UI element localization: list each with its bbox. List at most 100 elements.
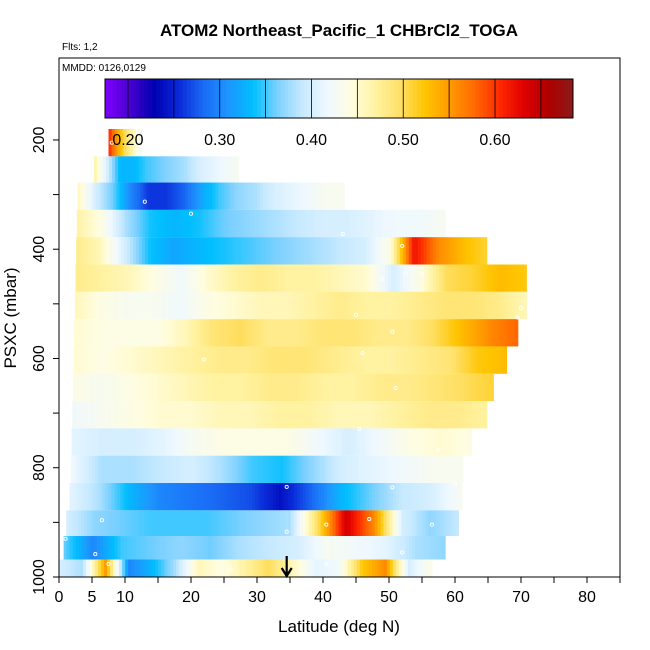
heatmap-cell <box>276 401 281 429</box>
heatmap-cell <box>135 129 140 157</box>
heatmap-cell <box>281 510 286 537</box>
heatmap-cell <box>401 559 406 577</box>
heatmap-cell <box>285 237 290 265</box>
colorbar-swatch <box>456 79 461 118</box>
heatmap-cell <box>211 209 216 238</box>
heatmap-cell <box>375 291 380 320</box>
heatmap-cell <box>382 455 386 484</box>
colorbar-swatch <box>210 79 215 118</box>
heatmap-cell <box>415 455 419 484</box>
heatmap-cell <box>198 291 202 320</box>
heatmap-cell <box>432 291 437 320</box>
heatmap-cell <box>356 510 361 537</box>
heatmap-cell <box>454 319 459 347</box>
heatmap-cell <box>230 182 234 210</box>
colorbar-swatch <box>479 79 484 118</box>
sample-marker <box>357 426 362 431</box>
heatmap-cell <box>341 559 346 577</box>
x-tick-label: 0 <box>55 589 64 606</box>
heatmap-cell <box>394 319 399 347</box>
heatmap-cell <box>250 455 255 484</box>
heatmap-cell <box>305 346 309 374</box>
heatmap-cell <box>188 319 192 347</box>
heatmap-cell <box>235 346 240 374</box>
heatmap-cell <box>421 264 425 292</box>
heatmap-cell <box>321 428 325 456</box>
heatmap-cell <box>120 129 125 157</box>
heatmap-cell <box>343 455 347 484</box>
heatmap-cell <box>141 536 146 560</box>
heatmap-cell <box>233 182 237 210</box>
heatmap-cell <box>260 428 265 456</box>
colorbar-swatch <box>261 79 266 118</box>
colorbar-swatch <box>116 79 122 118</box>
heatmap-cell <box>263 510 268 537</box>
heatmap-cell <box>396 291 401 320</box>
heatmap-cell <box>429 237 434 265</box>
plot-frame <box>58 57 621 578</box>
heatmap-cell <box>168 264 173 292</box>
heatmap-cell <box>292 319 297 347</box>
heatmap-cell <box>245 319 249 347</box>
colorbar-swatch <box>120 79 125 118</box>
heatmap-cell <box>90 373 95 402</box>
heatmap-cell <box>101 182 106 210</box>
heatmap-cell <box>309 237 314 265</box>
heatmap-cell <box>377 346 381 374</box>
heatmap-cell <box>84 373 89 402</box>
heatmap-cell <box>315 536 320 560</box>
heatmap-cell <box>63 536 68 560</box>
heatmap-cell <box>103 209 108 238</box>
heatmap-cell <box>326 346 330 374</box>
heatmap-cell <box>238 455 243 484</box>
heatmap-cell <box>122 428 127 456</box>
heatmap-cell <box>144 264 149 292</box>
heatmap-cell <box>294 264 299 292</box>
heatmap-cell <box>367 373 371 402</box>
heatmap-cell <box>246 291 250 320</box>
heatmap-cell <box>412 455 416 484</box>
heatmap-cell <box>448 319 453 347</box>
heatmap-cell <box>403 319 408 347</box>
heatmap-cell <box>178 455 183 484</box>
heatmap-cell <box>364 264 368 292</box>
heatmap-cell <box>421 319 426 347</box>
heatmap-cell <box>256 455 261 484</box>
heatmap-cell <box>451 373 455 402</box>
heatmap-cell <box>91 346 96 374</box>
heatmap-cell <box>226 156 231 183</box>
heatmap-cell <box>418 536 422 560</box>
heatmap-cell <box>324 237 329 265</box>
heatmap-cell <box>327 401 332 429</box>
heatmap-cell <box>321 536 326 560</box>
heatmap-cell <box>169 209 174 238</box>
heatmap-cell <box>339 291 344 320</box>
heatmap-cell <box>197 319 201 347</box>
heatmap-cell <box>377 483 382 511</box>
heatmap-cell <box>298 319 303 347</box>
heatmap-cell <box>241 373 245 402</box>
sample-marker <box>393 385 398 391</box>
heatmap-cell <box>229 346 234 374</box>
heatmap-cell <box>443 483 448 511</box>
heatmap-cell <box>102 373 107 402</box>
heatmap-cell <box>250 346 255 374</box>
heatmap-cell <box>399 291 404 320</box>
heatmap-cell <box>435 291 440 320</box>
colorbar-swatch <box>190 79 196 118</box>
heatmap-cell <box>240 483 244 511</box>
heatmap-cell <box>204 401 208 429</box>
heatmap-cell <box>131 182 136 210</box>
heatmap-cell <box>228 483 232 511</box>
heatmap-cell <box>408 428 412 456</box>
heatmap-cell <box>100 209 105 238</box>
sample-marker <box>284 484 289 489</box>
heatmap-cell <box>374 483 379 511</box>
heatmap-cell <box>82 346 87 374</box>
heatmap-cell <box>274 319 279 347</box>
colorbar-swatch <box>471 79 476 118</box>
heatmap-cell <box>230 428 235 456</box>
heatmap-cell <box>185 510 190 537</box>
heatmap-cell <box>137 559 141 577</box>
heatmap-cell <box>214 455 219 484</box>
